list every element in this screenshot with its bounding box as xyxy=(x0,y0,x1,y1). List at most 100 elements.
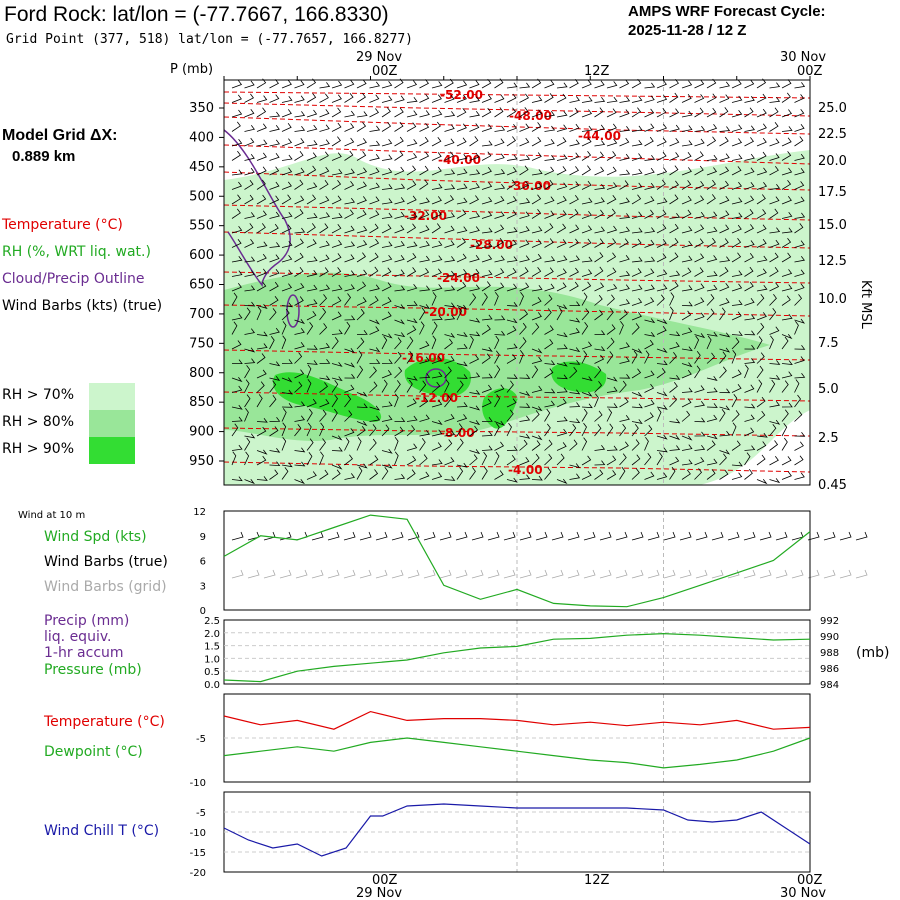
wind-barb xyxy=(794,196,805,205)
rh90-region-a xyxy=(272,372,382,422)
wind-barb xyxy=(669,152,680,161)
wind-barb xyxy=(756,293,765,306)
wind-barb-grid xyxy=(695,569,708,579)
wind-barb xyxy=(531,322,540,335)
wind-barb xyxy=(731,410,740,422)
wind-barb xyxy=(619,415,630,422)
wind-barb xyxy=(294,252,304,263)
wind-barb xyxy=(444,111,456,118)
bottom-date-29nov: 29 Nov xyxy=(356,886,403,900)
wind-barb-grid xyxy=(631,569,644,579)
wind-barb xyxy=(244,307,251,321)
wind-barb xyxy=(744,364,749,379)
temp-contour xyxy=(223,102,811,117)
wind-barb xyxy=(619,270,631,277)
wind-barb xyxy=(656,472,668,480)
wind-barb xyxy=(506,123,518,132)
wind-barb xyxy=(444,439,453,451)
wind-barb xyxy=(544,154,556,161)
wind-barb xyxy=(769,326,780,335)
wind-barb xyxy=(731,270,743,277)
wind-barb xyxy=(481,292,488,306)
wind-barb xyxy=(344,254,355,263)
wind-barb xyxy=(619,180,629,190)
wind-barb xyxy=(544,360,556,365)
wind-barb xyxy=(381,154,393,161)
wind-barb xyxy=(619,356,630,364)
wind-barb xyxy=(769,423,777,437)
wind-barb xyxy=(494,107,504,118)
wind-barb xyxy=(481,346,493,352)
wind-barb xyxy=(619,397,629,408)
wind-barb xyxy=(394,426,404,437)
wind-barb xyxy=(269,242,281,248)
wind-barb xyxy=(469,354,480,364)
wind-barb xyxy=(744,167,755,176)
wind-barb xyxy=(681,209,692,219)
wind-barb xyxy=(231,226,243,234)
wind-barb xyxy=(444,456,455,466)
wind-barb xyxy=(344,321,351,335)
wind-barb xyxy=(556,268,567,277)
wind-barb xyxy=(344,384,355,393)
wind-barb xyxy=(444,302,456,308)
wind-barb xyxy=(406,97,418,103)
wind-barb xyxy=(294,423,302,437)
temp-contour-label: -12.00 xyxy=(415,391,458,405)
wind-barb xyxy=(606,252,617,263)
wind-barb xyxy=(406,469,416,480)
wind-barb xyxy=(656,367,666,379)
wind-barb xyxy=(694,283,705,292)
wind-barb xyxy=(231,109,243,118)
wind-barb xyxy=(456,137,467,147)
wind-barb xyxy=(606,108,617,118)
wind-barb xyxy=(744,253,754,263)
wind-barb xyxy=(281,96,293,103)
wind-barb xyxy=(381,401,393,408)
wind-barb xyxy=(306,140,318,147)
wind-barb xyxy=(769,153,780,161)
wind-barb xyxy=(494,330,506,336)
wind-barb xyxy=(494,441,505,451)
wind-barb xyxy=(519,292,524,306)
wind-barb xyxy=(744,95,755,103)
wind-barb xyxy=(631,96,643,103)
wind-barb xyxy=(606,423,614,437)
wind-barb xyxy=(331,469,341,480)
wind-barb xyxy=(569,439,578,451)
wind-barb xyxy=(231,377,243,383)
wind-barb xyxy=(744,153,755,161)
wind-barb-grid xyxy=(311,569,324,579)
wind-barb xyxy=(431,400,443,408)
wind-barb xyxy=(681,398,692,408)
wind-barb xyxy=(369,381,378,393)
wind-barb xyxy=(669,108,680,118)
wind-barb xyxy=(419,321,425,335)
wind-barb-10m xyxy=(551,531,564,541)
wind-barb xyxy=(756,239,767,248)
wind-barb xyxy=(581,403,593,409)
wind-barb xyxy=(319,151,329,161)
cloud-outline-small xyxy=(286,294,300,328)
wind-barb xyxy=(594,209,605,219)
wind-barb-grid xyxy=(391,569,404,579)
temp-contour xyxy=(223,204,811,221)
wind-barb xyxy=(506,354,517,364)
wind-barb xyxy=(519,107,529,118)
wind-barb xyxy=(756,255,768,263)
wind-barb xyxy=(331,240,343,248)
wind-barb xyxy=(794,373,806,379)
wind-barb xyxy=(494,420,505,426)
wind-barb xyxy=(719,107,729,118)
wind-barb xyxy=(581,238,592,248)
wind-barb xyxy=(744,266,754,277)
wind-barb xyxy=(706,226,718,234)
wind-barb xyxy=(394,121,404,132)
wind-barb-10m xyxy=(327,531,340,541)
wind-barb xyxy=(556,282,567,292)
wind-barb xyxy=(631,298,643,306)
wind-barb xyxy=(431,442,442,451)
wind-barbs xyxy=(231,78,868,579)
wind-barb xyxy=(306,321,314,335)
wind-barb xyxy=(344,410,353,422)
